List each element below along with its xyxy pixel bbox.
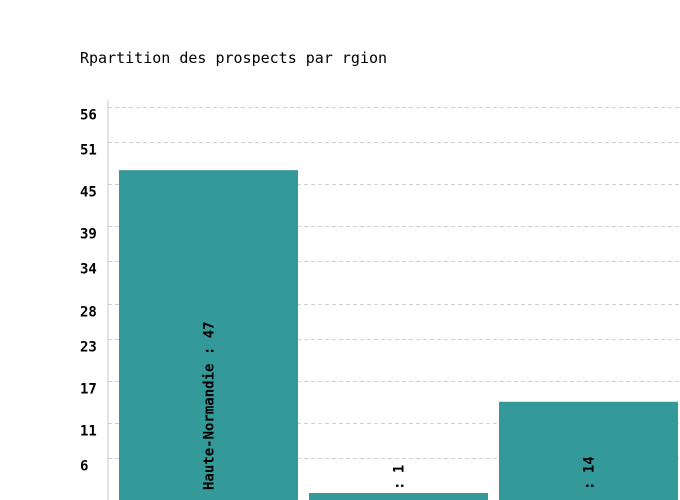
bar-value-label: Haute-Normandie : 47 xyxy=(202,321,218,490)
y-tick-label: 23 xyxy=(80,340,97,356)
chart-title: Rpartition des prospects par rgion xyxy=(80,49,387,67)
y-axis-ticks: 6 11 17 23 28 34 39 45 51 56 xyxy=(80,108,97,475)
bar xyxy=(119,170,298,500)
bar-value-label: : 14 xyxy=(582,456,598,490)
y-tick-label: 28 xyxy=(80,305,97,321)
y-tick-label: 39 xyxy=(80,227,97,243)
y-tick-label: 51 xyxy=(80,143,97,159)
bar-labels: Haute-Normandie : 47 : 1 : 14 xyxy=(202,321,598,490)
y-tick-label: 6 xyxy=(80,459,88,475)
y-tick-label: 45 xyxy=(80,185,97,201)
y-tick-label: 11 xyxy=(80,424,97,440)
bar xyxy=(309,492,488,500)
y-tick-label: 34 xyxy=(80,262,97,278)
bars xyxy=(119,170,678,500)
y-tick-label: 17 xyxy=(80,382,97,398)
bar-value-label: : 1 xyxy=(392,465,408,490)
bar xyxy=(499,401,678,500)
y-tick-label: 56 xyxy=(80,108,97,124)
